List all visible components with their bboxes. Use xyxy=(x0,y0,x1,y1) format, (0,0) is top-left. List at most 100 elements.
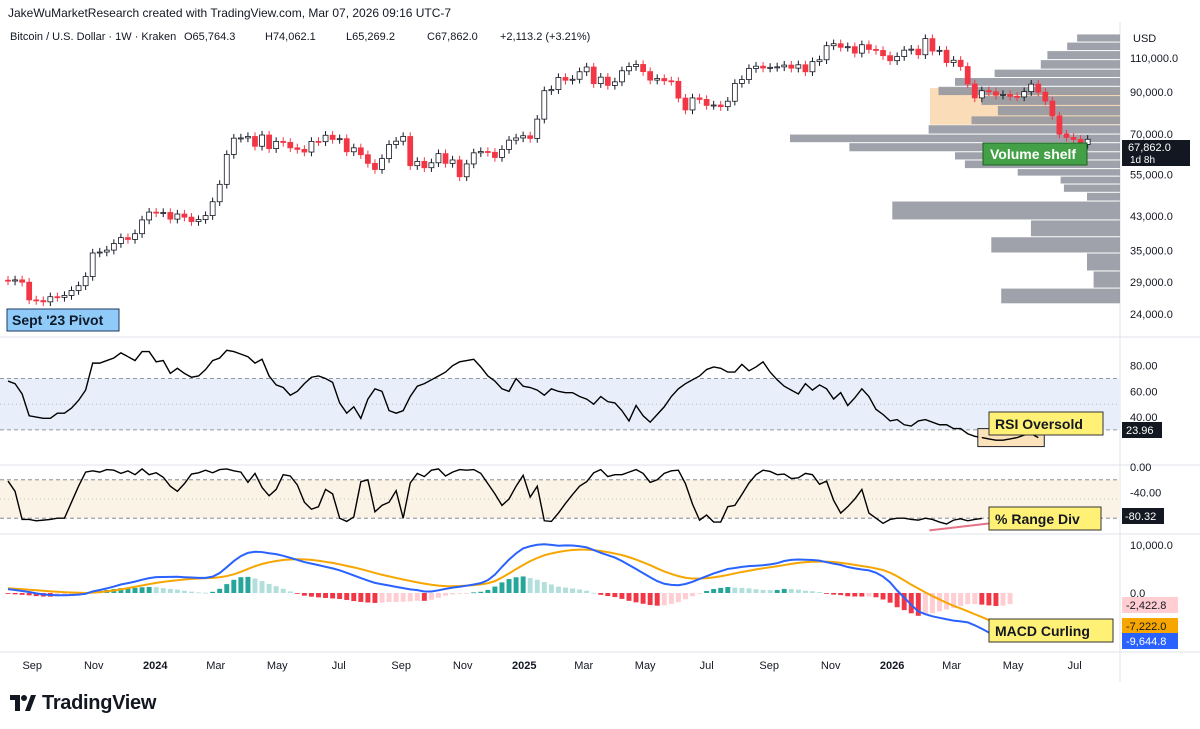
candle-body xyxy=(336,138,343,141)
macd-histogram-bar xyxy=(605,593,611,597)
candle-body xyxy=(414,160,421,167)
macd-histogram-bar xyxy=(337,593,343,599)
candle-body xyxy=(301,148,308,153)
price-pane[interactable]: 110,000.0 90,000.0 70,000.0 55,000.0 43,000.… xyxy=(5,34,1179,321)
candles xyxy=(5,34,1091,307)
macd-histogram-bar xyxy=(880,593,886,600)
macd-histogram-bar xyxy=(492,586,498,593)
candle-body xyxy=(590,66,597,85)
volume-profile-row xyxy=(1001,288,1120,304)
candle-body xyxy=(583,66,590,73)
candle-body xyxy=(1021,91,1028,98)
macd-histogram-bar xyxy=(259,581,265,593)
range-tick-label: -40.00 xyxy=(1130,488,1161,500)
macd-pane[interactable]: 10,000.00.0 xyxy=(5,540,1173,641)
macd-histogram-bar xyxy=(937,593,942,612)
macd-histogram-bar xyxy=(287,591,293,593)
candle-body xyxy=(484,151,491,153)
last-price-value: 67,862.0 xyxy=(1128,142,1171,154)
macd-signal-value: -7,222.0 xyxy=(1126,621,1166,633)
time-tick-label: May xyxy=(635,660,656,672)
macd-histogram-bar xyxy=(308,593,314,597)
macd-histogram-bar xyxy=(471,592,477,594)
candle-body xyxy=(682,97,689,111)
macd-histogram-bar xyxy=(478,591,484,593)
candle-body xyxy=(887,55,893,62)
macd-histogram-bar xyxy=(400,593,406,602)
macd-histogram-bar xyxy=(231,579,237,593)
candle-body xyxy=(40,300,47,303)
macd-histogram-bar xyxy=(203,592,209,594)
candle-body xyxy=(986,90,992,93)
candle-body xyxy=(393,140,399,145)
rsi-pane[interactable]: 80.00 60.00 40.00 xyxy=(0,349,1158,448)
candle-body xyxy=(125,237,131,240)
candle-body xyxy=(343,138,350,153)
ohlc-change: +2,113.2 (+3.21%) xyxy=(500,31,590,43)
volume-shelf-text: Volume shelf xyxy=(990,146,1076,162)
candle-body xyxy=(739,79,745,84)
time-tick-label: Mar xyxy=(206,660,225,672)
price-tick-label: 24,000.0 xyxy=(1130,309,1173,321)
candle-body xyxy=(1035,83,1042,93)
candle-body xyxy=(710,104,717,107)
candle-body xyxy=(259,134,265,147)
candle-body xyxy=(181,213,188,218)
candle-body xyxy=(858,44,865,54)
candle-body xyxy=(1084,138,1091,145)
candle-body xyxy=(823,45,830,61)
candle-body xyxy=(1070,137,1077,140)
macd-histogram-bar xyxy=(252,578,258,593)
candle-body xyxy=(936,49,943,52)
macd-histogram-bar xyxy=(435,593,441,598)
candle-body xyxy=(548,89,555,92)
candle-body xyxy=(830,43,837,47)
macd-histogram-bar xyxy=(661,593,667,606)
macd-histogram-bar xyxy=(965,593,971,605)
volume-profile-row xyxy=(1067,42,1120,51)
candle-body xyxy=(132,233,138,240)
macd-histogram-bar xyxy=(273,586,279,593)
price-tick-label: 29,000.0 xyxy=(1130,277,1173,289)
macd-histogram-bar xyxy=(266,583,272,593)
candle-body xyxy=(428,162,435,169)
volume-profile-row xyxy=(1093,271,1120,288)
candle-body xyxy=(287,142,294,149)
macd-histogram-bar xyxy=(323,593,329,598)
time-tick-label: 2024 xyxy=(143,660,168,672)
macd-histogram-bar xyxy=(894,593,900,608)
macd-histogram-bar xyxy=(690,593,695,597)
candle-body xyxy=(110,243,117,251)
candle-body xyxy=(470,152,477,165)
candle-body xyxy=(576,71,583,80)
candle-body xyxy=(294,147,301,150)
range-pane[interactable]: 0.00 -40.00 xyxy=(0,462,1161,532)
candle-body xyxy=(640,64,646,73)
candle-body xyxy=(1000,94,1006,96)
macd-histogram-bar xyxy=(725,587,731,593)
macd-histogram-bar xyxy=(499,582,505,593)
rsi-last-tag: 23.96 xyxy=(1122,422,1162,438)
candle-body xyxy=(139,219,145,235)
candle-body xyxy=(315,141,322,143)
macd-histogram-bar xyxy=(548,584,554,593)
candle-body xyxy=(167,212,174,220)
candle-body xyxy=(604,76,611,86)
candle-body xyxy=(1014,95,1020,98)
candle-body xyxy=(1007,94,1013,97)
time-tick-label: Mar xyxy=(942,660,961,672)
candle-body xyxy=(153,211,160,214)
rsi-label-text: RSI Oversold xyxy=(995,416,1083,432)
candle-body xyxy=(209,201,216,216)
price-tick-label: 55,000.0 xyxy=(1130,170,1173,182)
chart-canvas[interactable]: 110,000.0 90,000.0 70,000.0 55,000.0 43,000.… xyxy=(0,22,1200,682)
range-last-value: -80.32 xyxy=(1125,511,1156,523)
candle-body xyxy=(527,135,534,139)
macd-histogram-bar xyxy=(908,593,914,614)
macd-histogram-bar xyxy=(633,593,639,603)
candle-body xyxy=(880,50,886,57)
candle-body xyxy=(160,212,167,214)
macd-histogram-bar xyxy=(379,593,385,603)
candle-body xyxy=(978,90,985,99)
macd-histogram-bar xyxy=(732,587,738,593)
